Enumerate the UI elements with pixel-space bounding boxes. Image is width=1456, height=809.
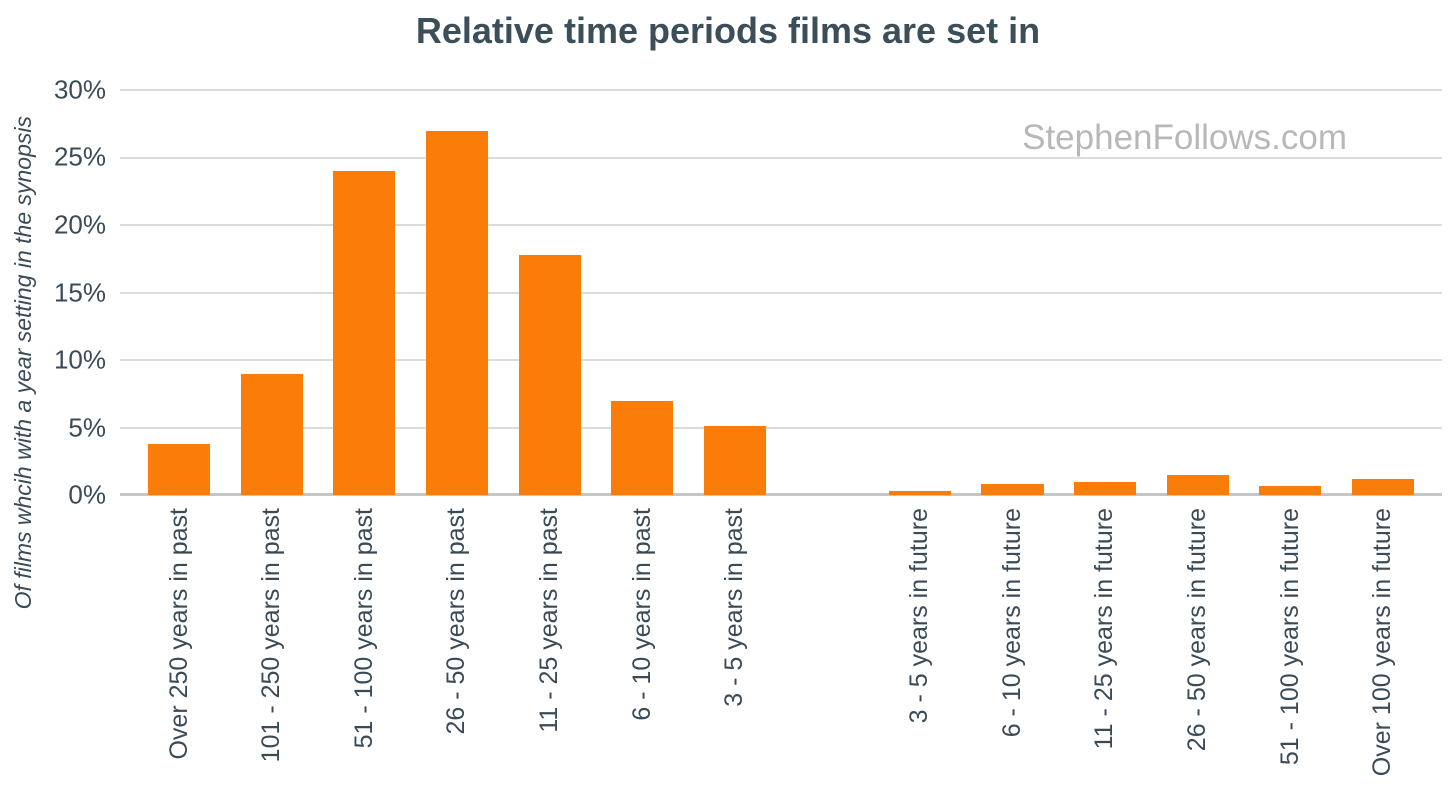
bar [703,426,766,495]
bar-series [120,90,1442,495]
x-label-slot: 51 - 100 years in past [318,508,411,793]
x-label-slot: Over 250 years in past [133,508,226,793]
y-tick-label: 25% [53,141,106,172]
y-tick-label: 10% [53,344,106,375]
bar [426,130,489,495]
x-axis-label: 6 - 10 years in future [997,508,1026,738]
plot-area: 0% 5% 10% 15% 20% 25% 30% StephenFollows.com [54,75,1442,510]
x-label-slot: 26 - 50 years in future [1151,508,1244,793]
bar [148,443,211,495]
gridline [120,156,1442,159]
bar [1074,481,1137,495]
bar-slot [966,90,1059,495]
x-label-slot: 3 - 5 years in past [688,508,781,793]
y-tick-label: 0% [68,479,106,510]
x-axis-label: 51 - 100 years in past [349,508,378,749]
x-label-slot: 101 - 250 years in past [226,508,319,793]
gridline [120,291,1442,294]
bar-slot [226,90,319,495]
watermark: StephenFollows.com [1022,118,1347,157]
bar-slot [1337,90,1430,495]
bar-slot [503,90,596,495]
x-axis-label: 101 - 250 years in past [257,508,286,763]
bar-slot [133,90,226,495]
group-gap-spacer [781,508,874,793]
x-axis-labels: Over 250 years in past 101 - 250 years in… [120,508,1442,793]
x-axis-label: 3 - 5 years in future [905,508,934,724]
gridline [120,426,1442,429]
x-axis-label: 6 - 10 years in past [627,508,656,721]
bar-slot [1244,90,1337,495]
y-tick-label: 15% [53,277,106,307]
bar [240,373,303,495]
x-label-slot: 26 - 50 years in past [411,508,504,793]
bar-slot [688,90,781,495]
gridline [120,224,1442,227]
bar [518,254,581,495]
chart-title: Relative time periods films are set in [415,10,1041,51]
x-axis-label: 26 - 50 years in future [1183,508,1212,752]
bar-slot [596,90,689,495]
x-axis-baseline [120,493,1442,496]
x-axis-label: 11 - 25 years in future [1090,508,1119,750]
y-tick-label: 30% [53,74,106,105]
bar-slot [411,90,504,495]
x-axis-label: Over 100 years in future [1368,508,1397,777]
x-label-slot: Over 100 years in future [1337,508,1430,793]
bar-slot [1151,90,1244,495]
y-axis-title: Of films whcih with a year setting in th… [4,70,42,655]
bar-slot [318,90,411,495]
x-axis-label: 26 - 50 years in past [442,508,471,735]
bar [1166,474,1229,495]
bar-slot [874,90,967,495]
group-gap-spacer [781,90,874,495]
y-tick-label: 20% [53,209,106,240]
bar [981,484,1044,495]
bar [1259,485,1322,495]
bar [888,490,951,495]
gridline [120,359,1442,362]
gridline [120,89,1442,91]
x-axis-label: 51 - 100 years in future [1275,508,1304,766]
bar [333,171,396,495]
x-axis-label: Over 250 years in past [164,508,193,760]
bar [1351,478,1414,495]
y-axis-title-text: Of films whcih with a year setting in th… [9,115,36,610]
bar-slot [1059,90,1152,495]
x-label-slot: 6 - 10 years in past [596,508,689,793]
x-axis-label: 11 - 25 years in past [534,508,563,733]
bar [611,400,674,495]
x-label-slot: 51 - 100 years in future [1244,508,1337,793]
y-tick-label: 5% [68,412,106,442]
x-label-slot: 11 - 25 years in future [1059,508,1152,793]
x-label-slot: 11 - 25 years in past [503,508,596,793]
x-label-slot: 3 - 5 years in future [874,508,967,793]
x-axis-label: 3 - 5 years in past [720,508,749,707]
x-label-slot: 6 - 10 years in future [966,508,1059,793]
